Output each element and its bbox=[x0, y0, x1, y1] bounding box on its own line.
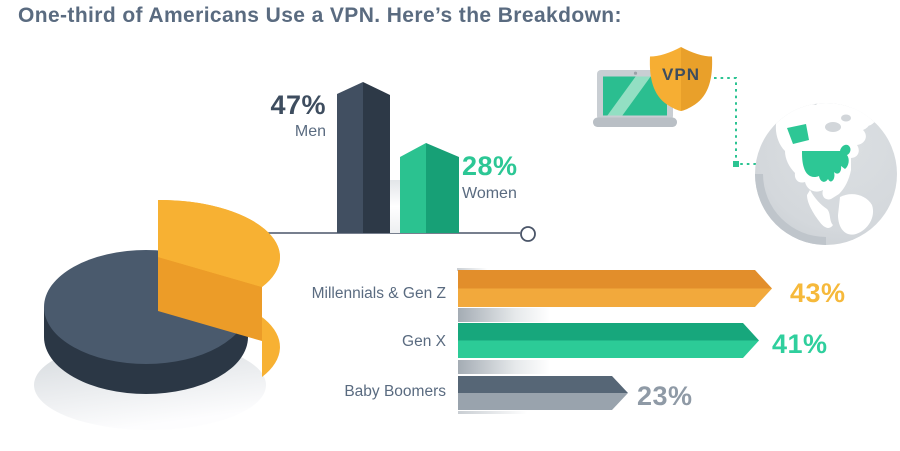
baseline-endpoint-circle bbox=[520, 226, 536, 242]
page-title: One-third of Americans Use a VPN. Here’s… bbox=[18, 4, 622, 27]
arctic-channel-shape bbox=[841, 114, 851, 122]
usa-highlight-shape bbox=[802, 144, 851, 182]
connector-corner-dot bbox=[733, 161, 739, 167]
hudson-bay-shape bbox=[825, 122, 841, 132]
baby-boomers-label: Baby Boomers bbox=[344, 383, 446, 400]
laptop-screen-glare bbox=[607, 76, 651, 116]
globe-icon bbox=[755, 103, 897, 245]
gender-bars bbox=[337, 82, 459, 233]
shield-right-half bbox=[681, 47, 713, 111]
women-value: 28% bbox=[462, 151, 518, 181]
top-divider-strip bbox=[457, 268, 508, 271]
south-america-shape bbox=[838, 194, 874, 235]
pie-orange-cut-face bbox=[158, 257, 262, 341]
central-america-shape bbox=[807, 190, 833, 228]
genx-bar bbox=[458, 323, 759, 358]
millennials-genz-label: Millennials & Gen Z bbox=[311, 285, 446, 302]
shield-left-half bbox=[649, 47, 681, 111]
men-label: Men bbox=[294, 123, 326, 140]
women-label: Women bbox=[462, 185, 517, 202]
vpn-shield-icon bbox=[649, 47, 713, 111]
bar-gap-highlight bbox=[390, 180, 400, 233]
bar-spacer-1 bbox=[458, 308, 573, 322]
laptop-icon bbox=[593, 70, 677, 127]
pie-orange-top-face bbox=[158, 199, 280, 287]
baby-boomers-bar bbox=[458, 376, 628, 410]
women-bar-right-face bbox=[426, 143, 459, 233]
millennials-genz-value: 43% bbox=[790, 278, 846, 308]
north-america-shape bbox=[775, 103, 871, 200]
bar-spacer-2 bbox=[458, 360, 573, 374]
women-bar-left-face bbox=[400, 143, 426, 233]
millennials-genz-bar bbox=[458, 270, 772, 307]
vpn-badge-label: VPN bbox=[662, 65, 700, 84]
pie-chart bbox=[34, 199, 280, 430]
globe-shadow-crescent bbox=[755, 174, 826, 245]
genx-value: 41% bbox=[772, 329, 828, 359]
men-bar-right-face bbox=[363, 82, 390, 233]
alaska-highlight-shape bbox=[787, 124, 809, 144]
laptop-base bbox=[593, 117, 677, 127]
baby-boomers-value: 23% bbox=[637, 381, 693, 411]
men-value: 47% bbox=[270, 90, 326, 120]
laptop-camera-dot bbox=[633, 71, 638, 75]
bottom-divider-strip bbox=[458, 411, 573, 414]
genx-label: Gen X bbox=[402, 333, 446, 350]
men-bar-left-face bbox=[337, 82, 363, 233]
